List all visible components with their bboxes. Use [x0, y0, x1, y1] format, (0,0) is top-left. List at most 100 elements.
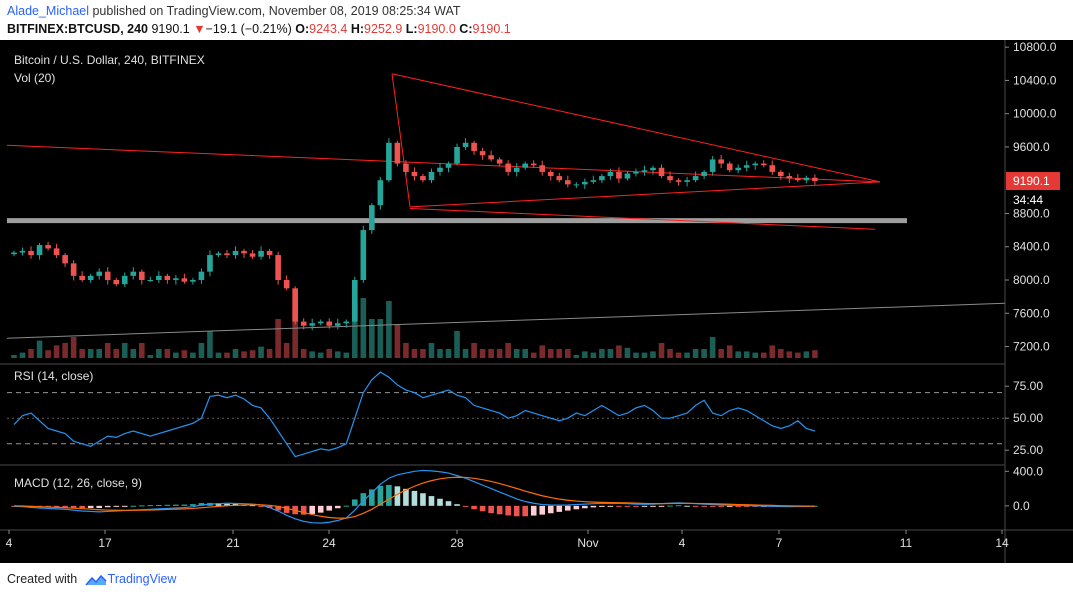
- volume-bar: [283, 343, 290, 358]
- volume-bar: [104, 343, 111, 358]
- candle-body: [573, 184, 580, 186]
- candle-body: [675, 180, 682, 182]
- change-arrow-icon: ▼: [193, 22, 206, 36]
- macd-histogram-bar: [249, 505, 256, 507]
- time-axis-label: 21: [226, 536, 240, 550]
- candle-body: [513, 167, 520, 172]
- volume-bar: [411, 349, 418, 358]
- last-price: 9190.1: [151, 22, 190, 36]
- candle-body: [249, 253, 256, 257]
- change-value: −19.1 (−0.21%): [205, 22, 292, 36]
- price-tick-label: 7200.0: [1013, 340, 1050, 354]
- price-tick-label: 9600.0: [1013, 140, 1050, 154]
- candle-body: [496, 159, 503, 164]
- volume-bar: [692, 349, 699, 358]
- candles: [11, 138, 818, 331]
- candle-body: [641, 170, 648, 172]
- macd-histogram-bar: [428, 496, 435, 506]
- macd-histogram-bar: [181, 504, 188, 506]
- macd-histogram-bar: [326, 505, 333, 511]
- rsi-label: RSI (14, close): [14, 369, 93, 383]
- candle-body: [735, 167, 741, 171]
- macd-tick-label: 0.0: [1013, 499, 1030, 513]
- candle-body: [684, 180, 690, 182]
- volume-bar: [224, 352, 230, 358]
- volume-bar: [513, 349, 520, 358]
- volume-bar: [130, 349, 137, 358]
- volume-bar: [667, 349, 673, 358]
- triangle-left-edge: [391, 73, 411, 207]
- volume-bar: [462, 349, 469, 358]
- price-tick-label: 8000.0: [1013, 273, 1050, 287]
- candle-body: [403, 163, 409, 172]
- volume-bar: [505, 343, 511, 358]
- price-tick-label: 10400.0: [1013, 73, 1057, 87]
- low-label: L:: [405, 22, 418, 36]
- candle-body: [769, 165, 776, 172]
- volume-bar: [386, 301, 392, 358]
- candle-body: [377, 180, 384, 206]
- chart-header: Alade_Michael published on TradingView.c…: [0, 0, 1073, 40]
- candle-body: [803, 177, 810, 181]
- macd-histogram-bar: [62, 505, 68, 508]
- volume-bar: [249, 350, 256, 358]
- candle-body: [45, 245, 51, 249]
- volume-bar: [53, 345, 60, 358]
- candle-body: [778, 171, 784, 177]
- tradingview-brand-link[interactable]: TradingView: [107, 572, 177, 586]
- volume-bar: [121, 343, 128, 358]
- volume-bar: [479, 349, 486, 358]
- candle-body: [616, 171, 622, 179]
- volume-bar: [633, 352, 639, 358]
- macd-label: MACD (12, 26, close, 9): [14, 476, 142, 490]
- candle-body: [164, 275, 171, 280]
- candle-body: [786, 176, 793, 179]
- candle-body: [454, 146, 460, 164]
- candle-body: [590, 180, 597, 182]
- volume-bar: [454, 331, 460, 358]
- candle-body: [139, 271, 145, 280]
- volume-bar: [198, 343, 205, 358]
- macd-histogram-bar: [394, 486, 401, 506]
- time-axis-label: 4: [679, 536, 686, 550]
- macd-histogram-bar: [87, 505, 94, 509]
- volume-bar: [190, 352, 196, 358]
- candle-body: [334, 323, 341, 326]
- volume-bar: [590, 352, 597, 358]
- volume-bar: [334, 351, 341, 358]
- candle-body: [215, 253, 222, 256]
- created-with-label: Created with: [7, 572, 78, 586]
- volume-bars: [11, 298, 818, 358]
- candle-body: [87, 275, 94, 280]
- macd-histogram-bar: [488, 505, 494, 513]
- volume-bar: [394, 325, 401, 358]
- candle-body: [462, 142, 469, 147]
- volume-bar: [539, 345, 546, 358]
- price-chart[interactable]: Bitcoin / U.S. Dollar, 240, BITFINEX Vol …: [0, 40, 1073, 563]
- volume-bar: [275, 319, 281, 358]
- author-link[interactable]: Alade_Michael: [7, 4, 89, 18]
- volume-bar: [96, 349, 102, 358]
- macd-histogram-bar: [343, 505, 350, 507]
- volume-bar: [573, 355, 580, 358]
- volume-bar: [352, 298, 358, 358]
- macd-histogram-bar: [190, 504, 196, 506]
- macd-histogram-bar: [471, 505, 477, 510]
- candle-body: [369, 205, 375, 231]
- candle-body: [173, 278, 179, 280]
- volume-bar: [317, 352, 324, 358]
- volume-bar: [36, 340, 43, 358]
- volume-bar: [812, 350, 818, 358]
- candle-body: [743, 165, 750, 168]
- macd-histogram-bar: [283, 505, 290, 513]
- macd-histogram-bar: [300, 505, 307, 515]
- candle-body: [19, 250, 26, 253]
- macd-histogram-bar: [462, 505, 469, 507]
- macd-histogram-bar: [590, 505, 597, 508]
- volume-bar: [437, 349, 443, 358]
- macd-histogram-bar: [743, 505, 750, 507]
- volume-bar: [403, 343, 409, 358]
- volume-bar: [292, 307, 298, 358]
- time-axis-label: 7: [776, 536, 783, 550]
- volume-bar: [616, 345, 622, 358]
